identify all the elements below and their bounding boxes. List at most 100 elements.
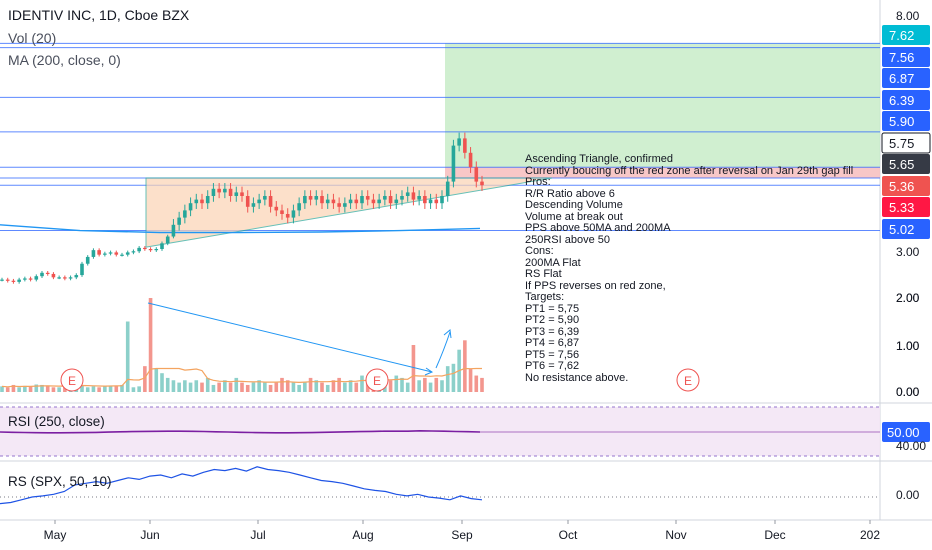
volume-bar[interactable] bbox=[125, 321, 130, 393]
price-label-badge[interactable] bbox=[882, 25, 930, 45]
candle-body[interactable] bbox=[440, 196, 444, 204]
candle-body[interactable] bbox=[331, 199, 336, 204]
volume-bar[interactable] bbox=[5, 387, 10, 392]
volume-bar[interactable] bbox=[400, 377, 404, 392]
candle-body[interactable] bbox=[183, 210, 187, 218]
volume-bar[interactable] bbox=[85, 387, 90, 392]
candle-body[interactable] bbox=[131, 251, 136, 253]
descending-volume-trendline[interactable] bbox=[147, 302, 433, 373]
candle-body[interactable] bbox=[63, 277, 67, 279]
candle-body[interactable] bbox=[234, 192, 239, 196]
price-label-badge[interactable] bbox=[882, 47, 930, 67]
candle-body[interactable] bbox=[205, 196, 210, 204]
candle-body[interactable] bbox=[34, 276, 39, 280]
volume-bar[interactable] bbox=[291, 382, 296, 392]
earnings-marker[interactable] bbox=[60, 368, 84, 392]
candle-body[interactable] bbox=[40, 272, 44, 277]
candle-body[interactable] bbox=[314, 196, 319, 200]
volume-bar[interactable] bbox=[205, 377, 210, 392]
volume-bar[interactable] bbox=[428, 382, 433, 392]
volume-bar[interactable] bbox=[474, 375, 479, 392]
candle-body[interactable] bbox=[423, 196, 427, 204]
candle-body[interactable] bbox=[97, 250, 101, 255]
candle-body[interactable] bbox=[217, 188, 221, 193]
candle-body[interactable] bbox=[285, 214, 290, 218]
volume-bar[interactable] bbox=[394, 375, 399, 392]
volume-bar[interactable] bbox=[468, 368, 473, 393]
volume-bar[interactable] bbox=[280, 377, 284, 392]
candle-body[interactable] bbox=[148, 249, 153, 251]
candle-body[interactable] bbox=[451, 145, 456, 182]
volume-bar[interactable] bbox=[0, 386, 4, 392]
volume-bar[interactable] bbox=[51, 387, 56, 392]
candle-body[interactable] bbox=[274, 206, 279, 211]
volume-bar[interactable] bbox=[143, 366, 147, 392]
volume-bar[interactable] bbox=[103, 386, 107, 392]
candle-body[interactable] bbox=[337, 203, 341, 207]
volume-bar[interactable] bbox=[325, 384, 330, 392]
volume-bar[interactable] bbox=[451, 363, 456, 392]
candle-body[interactable] bbox=[154, 249, 159, 251]
candle-body[interactable] bbox=[194, 199, 199, 204]
candle-body[interactable] bbox=[200, 199, 204, 204]
candle-body[interactable] bbox=[228, 188, 233, 196]
price-label-badge[interactable] bbox=[882, 154, 930, 174]
volume-bar[interactable] bbox=[331, 380, 336, 392]
volume-bar[interactable] bbox=[417, 380, 421, 392]
volume-bar[interactable] bbox=[131, 387, 136, 392]
candle-body[interactable] bbox=[28, 278, 33, 280]
candle-body[interactable] bbox=[320, 196, 324, 204]
candle-body[interactable] bbox=[11, 280, 16, 282]
price-label-badge[interactable] bbox=[882, 68, 930, 88]
volume-bar[interactable] bbox=[80, 384, 84, 392]
candle-body[interactable] bbox=[434, 199, 439, 204]
price-label-badge[interactable] bbox=[882, 111, 930, 131]
volume-bar[interactable] bbox=[91, 386, 96, 392]
volume-bar[interactable] bbox=[108, 386, 113, 392]
volume-bar[interactable] bbox=[217, 382, 221, 392]
candle-body[interactable] bbox=[417, 196, 421, 200]
price-label-badge[interactable] bbox=[881, 132, 931, 154]
volume-bar[interactable] bbox=[463, 340, 467, 392]
candle-body[interactable] bbox=[303, 196, 307, 204]
candle-body[interactable] bbox=[428, 199, 433, 204]
volume-bar[interactable] bbox=[251, 382, 256, 392]
candle-body[interactable] bbox=[354, 199, 359, 204]
volume-bar[interactable] bbox=[40, 384, 44, 392]
candle-body[interactable] bbox=[223, 188, 227, 193]
candle-body[interactable] bbox=[383, 196, 387, 200]
candle-body[interactable] bbox=[80, 263, 84, 276]
risk-zone[interactable] bbox=[445, 167, 880, 178]
volume-bar[interactable] bbox=[120, 384, 124, 392]
volume-bar[interactable] bbox=[405, 382, 410, 392]
volume-bar[interactable] bbox=[411, 345, 416, 392]
candle-body[interactable] bbox=[405, 192, 410, 196]
rsi-value-badge[interactable] bbox=[882, 422, 930, 442]
volume-bar[interactable] bbox=[308, 377, 313, 392]
earnings-marker[interactable] bbox=[676, 368, 700, 392]
volume-bar[interactable] bbox=[63, 386, 67, 392]
candle-body[interactable] bbox=[160, 243, 164, 249]
volume-bar[interactable] bbox=[200, 382, 204, 392]
breakout-arrow[interactable] bbox=[435, 331, 451, 369]
candle-body[interactable] bbox=[45, 272, 50, 274]
volume-bar[interactable] bbox=[445, 366, 450, 392]
volume-bar[interactable] bbox=[177, 382, 181, 392]
volume-bar[interactable] bbox=[148, 298, 153, 392]
volume-bar[interactable] bbox=[434, 377, 439, 392]
candle-body[interactable] bbox=[360, 196, 364, 204]
volume-bar[interactable] bbox=[285, 380, 290, 392]
candle-body[interactable] bbox=[365, 196, 370, 200]
candle-body[interactable] bbox=[474, 167, 479, 182]
candle-body[interactable] bbox=[108, 252, 113, 254]
volume-bar[interactable] bbox=[274, 382, 279, 392]
candle-body[interactable] bbox=[457, 138, 461, 146]
reward-zone[interactable] bbox=[445, 43, 880, 168]
candle-body[interactable] bbox=[211, 188, 216, 196]
volume-bar[interactable] bbox=[57, 387, 61, 392]
candle-body[interactable] bbox=[291, 210, 296, 218]
candle-body[interactable] bbox=[137, 247, 141, 252]
volume-bar[interactable] bbox=[480, 377, 484, 392]
volume-bar[interactable] bbox=[423, 377, 427, 392]
